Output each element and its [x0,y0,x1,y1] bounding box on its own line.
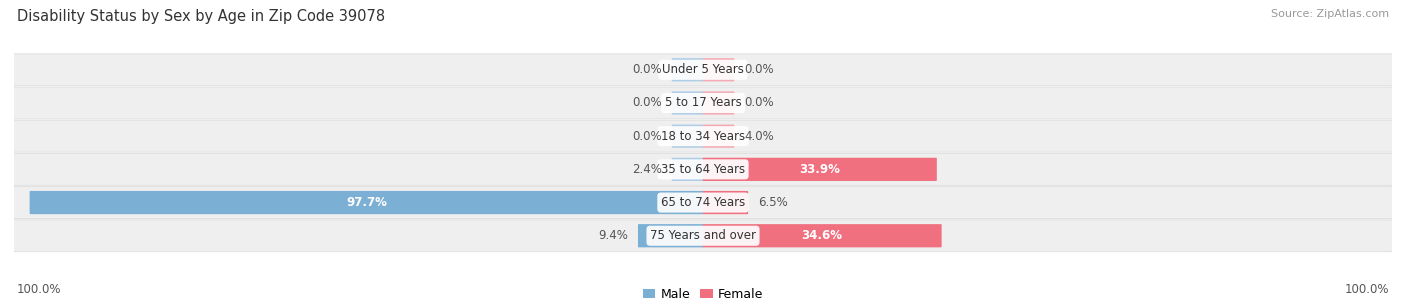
Text: 5 to 17 Years: 5 to 17 Years [665,96,741,109]
FancyBboxPatch shape [703,158,936,181]
FancyBboxPatch shape [672,124,703,148]
FancyBboxPatch shape [14,220,1392,252]
FancyBboxPatch shape [30,191,703,214]
FancyBboxPatch shape [14,87,1392,119]
FancyBboxPatch shape [672,92,703,115]
Text: 34.6%: 34.6% [801,229,842,242]
Text: 0.0%: 0.0% [633,130,662,143]
Text: Under 5 Years: Under 5 Years [662,63,744,76]
FancyBboxPatch shape [672,58,703,81]
Text: 0.0%: 0.0% [633,96,662,109]
Text: Disability Status by Sex by Age in Zip Code 39078: Disability Status by Sex by Age in Zip C… [17,9,385,24]
FancyBboxPatch shape [672,158,703,181]
FancyBboxPatch shape [703,58,734,81]
Text: 18 to 34 Years: 18 to 34 Years [661,130,745,143]
Text: 6.5%: 6.5% [758,196,787,209]
FancyBboxPatch shape [703,92,734,115]
Text: 65 to 74 Years: 65 to 74 Years [661,196,745,209]
Legend: Male, Female: Male, Female [638,283,768,305]
Text: 100.0%: 100.0% [1344,283,1389,296]
Text: 35 to 64 Years: 35 to 64 Years [661,163,745,176]
Text: 75 Years and over: 75 Years and over [650,229,756,242]
FancyBboxPatch shape [703,124,734,148]
FancyBboxPatch shape [703,224,942,247]
FancyBboxPatch shape [14,153,1392,185]
FancyBboxPatch shape [638,224,703,247]
Text: 0.0%: 0.0% [633,63,662,76]
FancyBboxPatch shape [14,120,1392,152]
Text: 2.4%: 2.4% [631,163,662,176]
Text: Source: ZipAtlas.com: Source: ZipAtlas.com [1271,9,1389,19]
Text: 0.0%: 0.0% [744,96,773,109]
Text: 9.4%: 9.4% [598,229,628,242]
Text: 97.7%: 97.7% [346,196,387,209]
Text: 4.0%: 4.0% [744,130,775,143]
FancyBboxPatch shape [14,54,1392,86]
FancyBboxPatch shape [703,191,748,214]
FancyBboxPatch shape [14,187,1392,218]
Text: 33.9%: 33.9% [800,163,841,176]
Text: 0.0%: 0.0% [744,63,773,76]
Text: 100.0%: 100.0% [17,283,62,296]
